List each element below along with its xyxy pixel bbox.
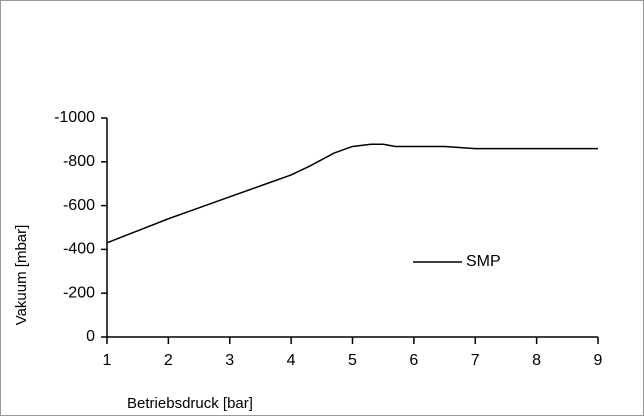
line bbox=[106, 143, 598, 244]
y-tick-label: -600 bbox=[63, 197, 95, 214]
y-tick-label: 0 bbox=[86, 328, 95, 345]
x-tick-label: 1 bbox=[103, 352, 112, 369]
x-tick-label: 3 bbox=[225, 352, 234, 369]
x-tick-label: 2 bbox=[164, 352, 173, 369]
y-tick-label: -400 bbox=[63, 241, 95, 258]
y-tick-label: -800 bbox=[63, 153, 95, 170]
y-tick-label: -1000 bbox=[54, 109, 95, 126]
x-tick-label: 8 bbox=[532, 352, 541, 369]
x-tick-label: 5 bbox=[348, 352, 357, 369]
legend-label: SMP bbox=[466, 253, 501, 270]
x-tick-label: 6 bbox=[409, 352, 418, 369]
x-axis-label: Betriebsdruck [bar] bbox=[127, 395, 253, 412]
x-tick-label: 7 bbox=[471, 352, 480, 369]
x-tick-label: 4 bbox=[287, 352, 296, 369]
x-tick-label: 9 bbox=[594, 352, 603, 369]
y-axis-label: Vakuum [mbar] bbox=[13, 225, 30, 326]
y-tick-label: -200 bbox=[63, 284, 95, 301]
